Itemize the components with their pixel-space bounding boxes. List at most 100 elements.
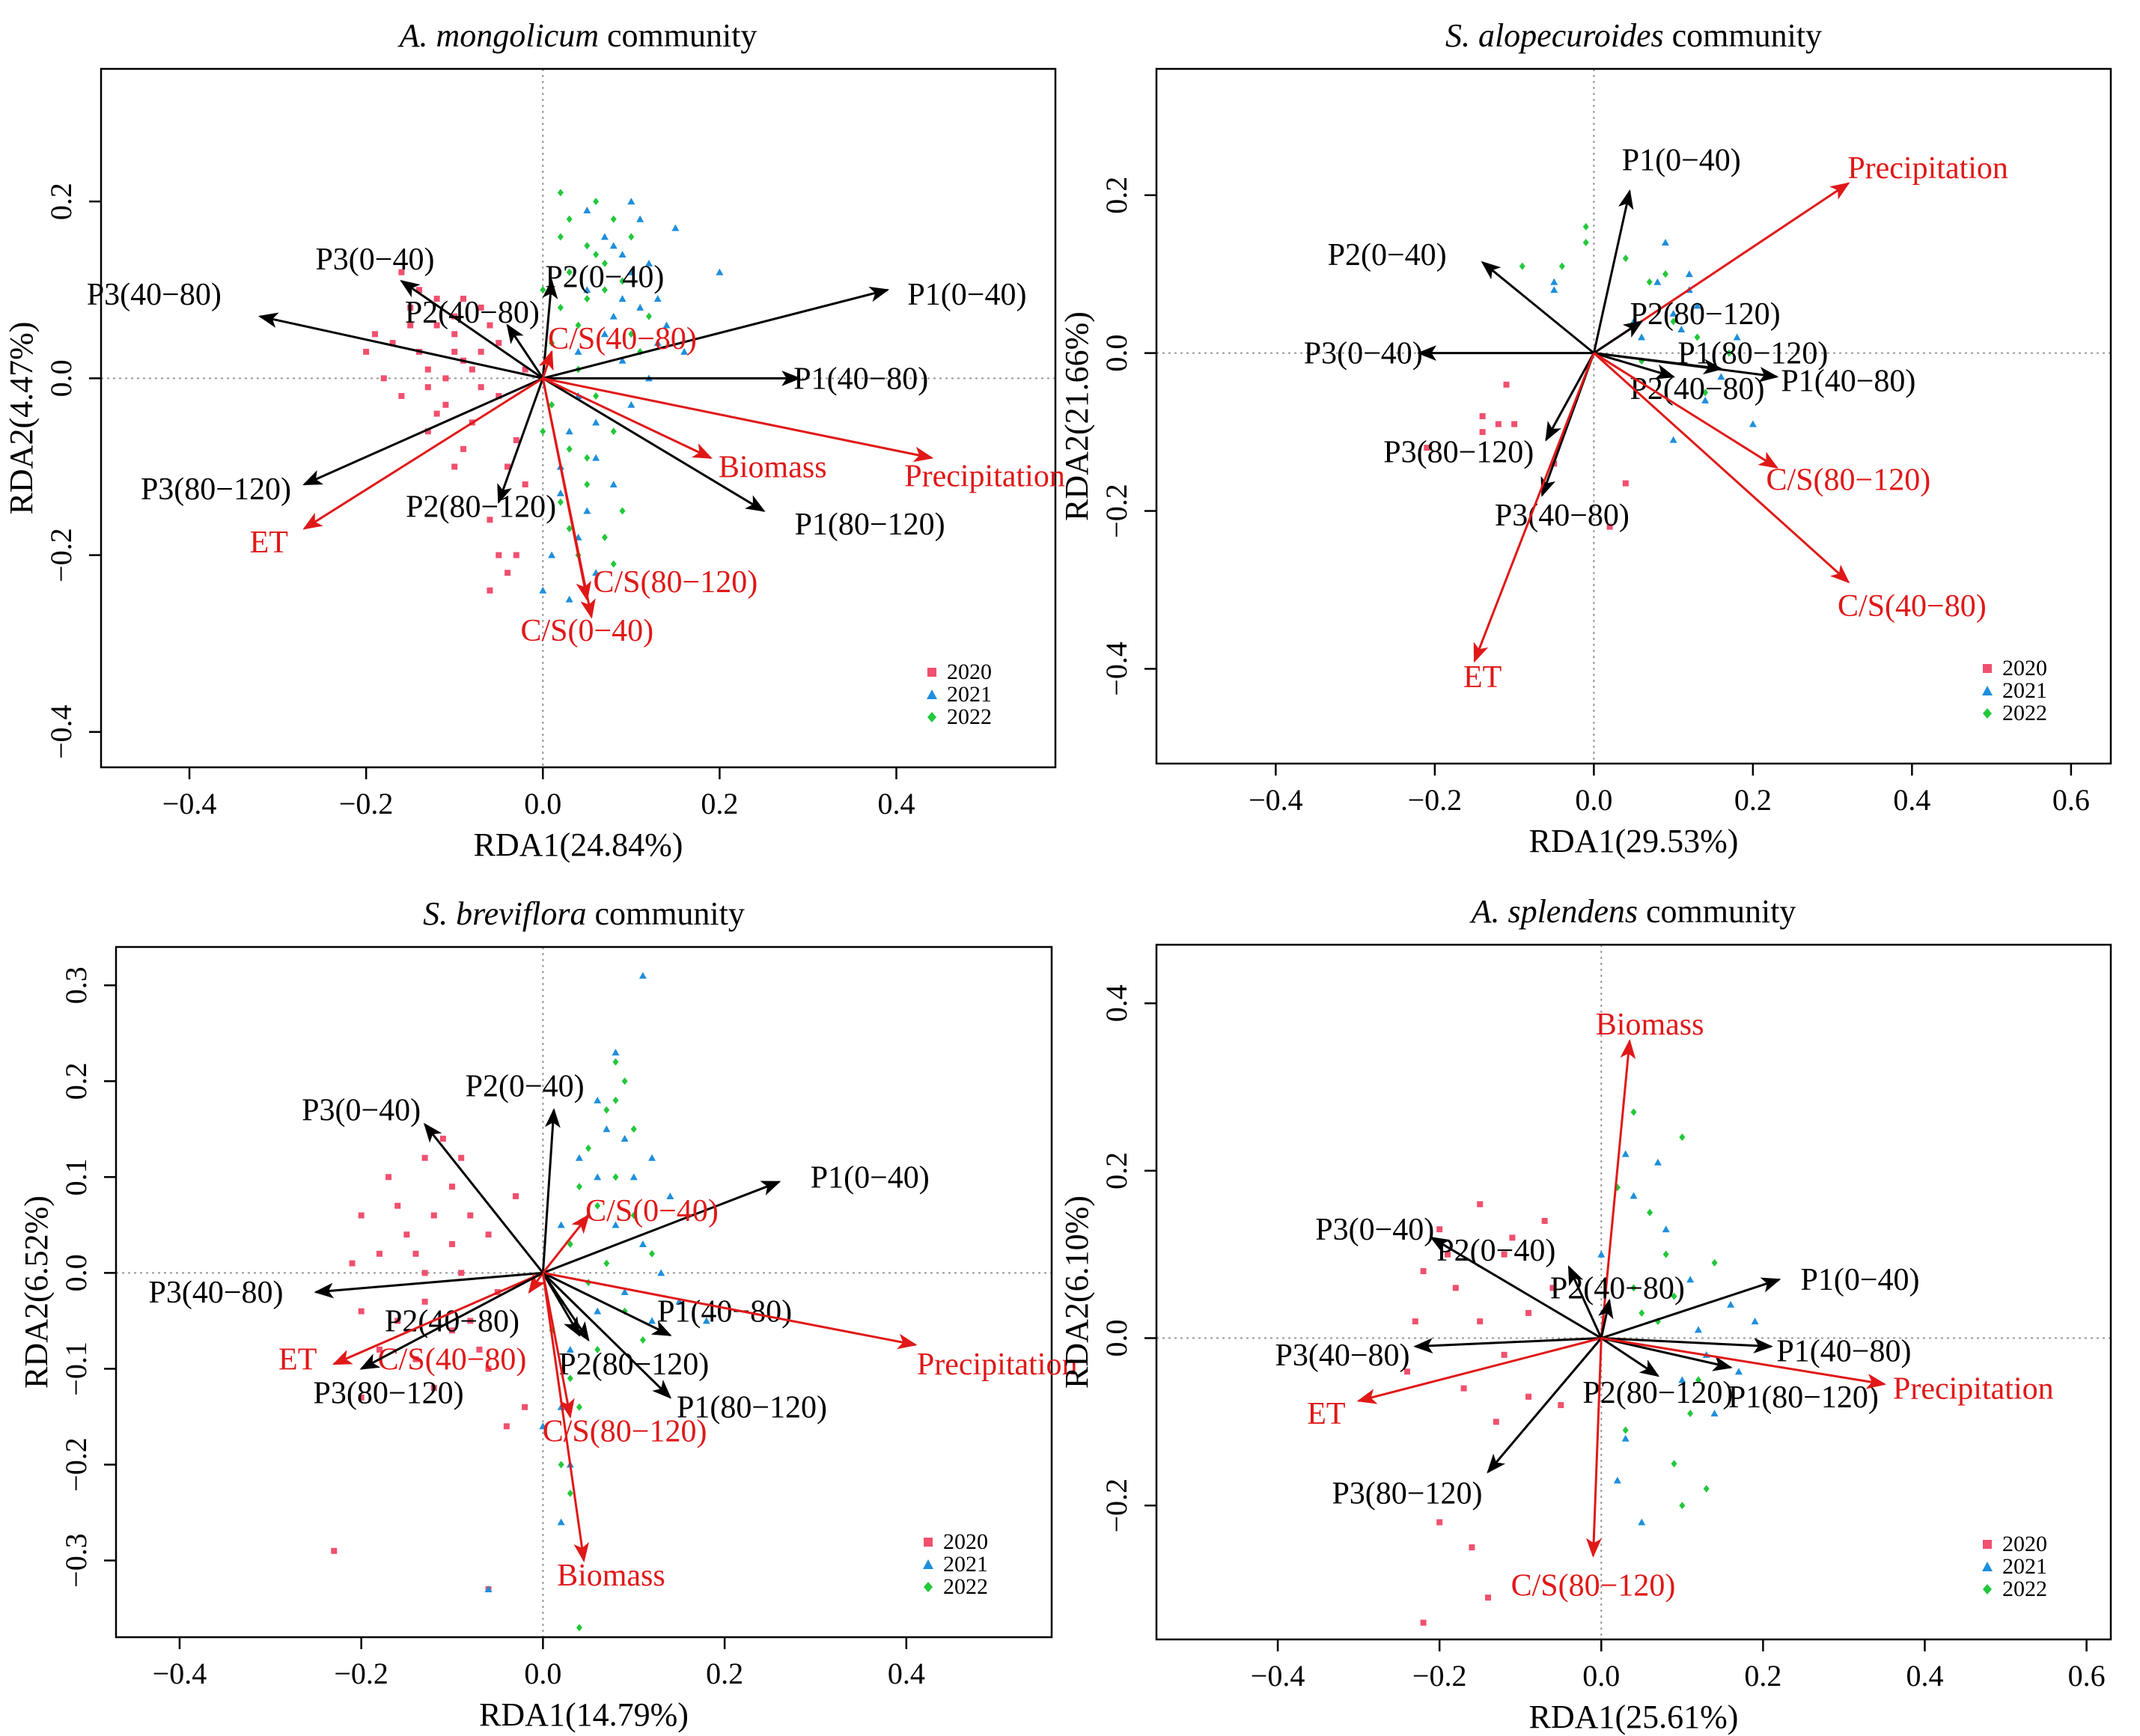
arrow-line (1598, 1298, 1614, 1338)
loading-arrows: P3(40−80) P3(0−40) P2(40−80)P2(0−40) P1(0−4… (87, 243, 1065, 648)
arrow-label: P1(40−80) (1776, 1334, 1911, 1368)
point-2022 (603, 1106, 610, 1114)
point-2021 (621, 1288, 629, 1295)
arrow-label: P3(40−80) (1275, 1338, 1410, 1373)
y-tick-label: 0.2 (59, 1062, 93, 1100)
arrow-label: P1(0−40) (1622, 143, 1741, 177)
panel-title: A. mongolicum community (397, 17, 757, 54)
y-tick-label: 0.4 (1100, 984, 1133, 1022)
point-2021 (1638, 1518, 1646, 1526)
arrow-line (1593, 352, 1676, 380)
arrow-line (542, 1272, 672, 1336)
arrow-line (541, 1273, 575, 1419)
legend-label: 2020 (947, 660, 992, 684)
legend-label: 2021 (947, 682, 992, 707)
point-2021 (1669, 309, 1677, 317)
point-2021 (1685, 270, 1693, 278)
point-2020 (460, 445, 467, 452)
point-2020 (1541, 1217, 1548, 1224)
arrow-label: P3(80−120) (141, 472, 291, 507)
point-2020 (376, 1346, 382, 1353)
arrow-label: P3(80−120) (1383, 435, 1534, 469)
point-2020 (504, 570, 511, 576)
point-2020 (424, 366, 431, 373)
arrow-label: ET (250, 526, 288, 560)
arrow-label: P1(40−80) (657, 1295, 792, 1330)
legend-marker-2020 (1983, 664, 1992, 673)
point-2021 (1662, 1225, 1670, 1233)
point-2022 (1694, 333, 1701, 341)
point-2020 (398, 269, 405, 275)
point-2022 (1695, 1376, 1701, 1384)
panel-title-suffix: community (586, 895, 744, 932)
legend-marker-2021 (927, 689, 937, 699)
point-2022 (1726, 349, 1732, 357)
point-2021 (1550, 286, 1558, 293)
y-tick-label: 0.0 (1100, 335, 1133, 372)
plot-frame (1155, 943, 2112, 1641)
x-tick-label: 0.2 (701, 787, 738, 820)
arrow-label: P2(80−120) (558, 1347, 709, 1382)
arrow-line (1594, 352, 1779, 383)
x-tick-label: −0.2 (1408, 783, 1463, 817)
y-tick-label: 0.3 (59, 966, 93, 1004)
arrow-label: P2(0−40) (466, 1070, 585, 1104)
legend-label: 2022 (943, 1574, 988, 1599)
point-2022 (630, 1211, 637, 1219)
y-tick-label: −0.2 (1100, 484, 1133, 538)
legend-label: 2021 (2002, 678, 2047, 703)
point-2021 (600, 330, 609, 338)
arrow-line (506, 323, 544, 380)
y-tick-label: −0.3 (59, 1533, 93, 1588)
arrow-line (1473, 353, 1595, 663)
plot-frame (115, 945, 1053, 1639)
point-2020 (487, 322, 493, 329)
point-2020 (363, 348, 370, 355)
legend-marker-2022 (924, 1582, 933, 1592)
arrow-line (542, 286, 890, 380)
arrow-label: P2(40−80) (405, 296, 540, 330)
legend-label: 2022 (947, 704, 992, 729)
point-2022 (557, 233, 564, 241)
point-2021 (539, 586, 547, 594)
point-2020 (496, 340, 502, 347)
arrow-label: C/S(80−120) (1511, 1568, 1676, 1603)
point-2020 (513, 437, 519, 444)
y-tick-label: −0.1 (59, 1341, 93, 1396)
point-2022 (628, 330, 635, 338)
point-2021 (594, 1307, 602, 1315)
point-2020 (331, 1547, 338, 1554)
point-2022 (575, 321, 582, 329)
point-2020 (451, 463, 458, 470)
point-2021 (1630, 1192, 1638, 1199)
arrow-label: P3(0−40) (1304, 337, 1423, 371)
point-2022 (584, 481, 591, 489)
point-2020 (487, 587, 493, 594)
panel-title-species: S. alopecuroides (1445, 17, 1664, 54)
arrow-line (542, 1181, 781, 1274)
sample-points (1424, 222, 1757, 530)
point-2022 (628, 233, 635, 241)
legend-label: 2022 (2002, 701, 2047, 725)
point-2022 (1662, 1250, 1669, 1258)
point-2021 (648, 1154, 656, 1161)
arrow-line (538, 350, 554, 379)
x-tick-label: 0.0 (524, 787, 561, 820)
point-2021 (636, 215, 644, 222)
x-tick-label: −0.2 (1412, 1659, 1467, 1693)
point-2020 (1479, 413, 1486, 419)
arrow-label: C/S(40−80) (378, 1343, 527, 1377)
point-2020 (1436, 1519, 1443, 1526)
point-2021 (1638, 333, 1646, 341)
point-2022 (584, 454, 591, 462)
point-2021 (648, 1317, 656, 1324)
point-2020 (412, 1356, 419, 1362)
point-2022 (601, 286, 608, 294)
arrow-line (424, 1122, 544, 1274)
legend-label: 2022 (2002, 1577, 2047, 1601)
point-2022 (1519, 262, 1525, 270)
point-2021 (1653, 1158, 1662, 1166)
point-2022 (1711, 1258, 1718, 1267)
x-tick-label: −0.2 (334, 1657, 388, 1690)
